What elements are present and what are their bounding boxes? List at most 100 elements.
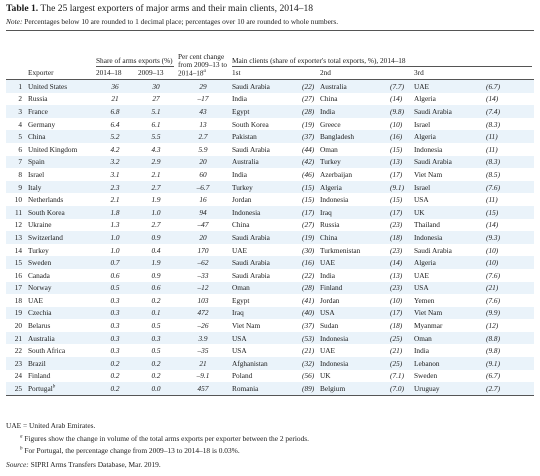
client2-name-cell-value: Turkey — [320, 157, 341, 167]
client2-name-cell-value: USA — [320, 308, 335, 318]
client3-name-cell: Saudi Arabia — [412, 105, 484, 118]
share-2009-cell: 0.3 — [136, 331, 176, 345]
share-2009-cell: 0.0 — [136, 382, 176, 396]
rank-cell: 7 — [6, 155, 26, 169]
table-row: 10 Netherlands 2.1 1.9 16 Jordan (15) Indonesia… — [6, 193, 534, 206]
client3-name-cell-value: Indonesia — [414, 144, 443, 154]
client2-share-cell: (7.7) — [388, 79, 412, 93]
client3-name-cell: Saudi Arabia — [412, 244, 484, 257]
share-2014-cell: 0.3 — [94, 306, 136, 320]
change-cell: 170 — [176, 244, 230, 257]
client1-name-cell-value: Saudi Arabia — [232, 81, 270, 91]
rank-cell: 3 — [6, 105, 26, 118]
share-2014-cell: 0.7 — [94, 256, 136, 269]
client1-name-cell-value: India — [232, 94, 247, 104]
share-2009-header: 2009–13 — [138, 67, 164, 77]
client2-share-cell: (9.8) — [388, 105, 412, 118]
client1-name-cell: Romania — [230, 382, 300, 396]
exporter-name-cell: Canada — [26, 269, 94, 282]
client1-share-cell: (22) — [300, 79, 318, 93]
rank-cell: 20 — [6, 319, 26, 332]
change-cell-value: –9.1 — [196, 371, 210, 381]
client1-share-cell: (37) — [300, 130, 318, 143]
client3-share-cell: (9.8) — [486, 346, 500, 356]
share-2014-cell-value: 2.3 — [110, 182, 120, 192]
exporter-name-cell: South Africa — [26, 344, 94, 357]
change-cell: 21 — [176, 357, 230, 370]
client2-share-cell-value: 9.1 — [392, 182, 402, 192]
client3-name-cell: Thailand — [412, 219, 484, 232]
share-2009-cell: 0.1 — [136, 306, 176, 320]
change-cell-value: 21 — [199, 358, 207, 368]
share-2014-cell: 0.2 — [94, 370, 136, 383]
change-cell: –6.7 — [176, 180, 230, 194]
client3-share-cell: (8.3) — [486, 119, 500, 129]
client1-share-cell-value: 28 — [304, 106, 312, 116]
client1-name-cell: Saudi Arabia — [230, 256, 300, 269]
client1-name-cell: Afghanistan — [230, 357, 300, 370]
client1-share-cell-value: 27 — [304, 220, 312, 230]
client3-share-cell-value: 15 — [488, 207, 496, 217]
header-row-bottom: Exporter 2014–18 2009–13 1st 2nd 3rd — [6, 67, 534, 80]
client3-name-cell: Israel — [412, 118, 484, 131]
change-cell-value: 60 — [199, 169, 207, 179]
client1-share-cell-value: 40 — [304, 308, 312, 318]
client3-name-cell-value: UK — [414, 207, 425, 217]
client1-share-cell-value: 42 — [304, 157, 312, 167]
exporter-name-cell-value: South Korea — [28, 207, 65, 217]
client2-share-cell: (15) — [390, 195, 403, 205]
share-2009-cell-value: 30 — [152, 81, 160, 91]
exporter-name-cell-value: Switzerland — [28, 232, 63, 242]
share-2014-cell-value: 6.8 — [110, 106, 120, 116]
change-cell: –47 — [176, 219, 230, 232]
rank-cell-value: 2 — [18, 94, 22, 104]
rank-cell-value: 25 — [14, 384, 22, 394]
client1-share-cell-value: 46 — [304, 169, 312, 179]
change-cell-value: 472 — [197, 308, 209, 318]
rank-cell: 23 — [6, 357, 26, 370]
client2-share-cell-value: 10 — [392, 295, 400, 305]
share-2014-cell-value: 2.1 — [110, 195, 120, 205]
client1-share-cell: (40) — [300, 306, 318, 320]
client2-share-cell: (23) — [390, 220, 403, 230]
table-row: 14 Turkey 1.0 0.4 170 UAE (30) Turkmenistan (23)… — [6, 244, 534, 257]
client2-name-cell-value: Indonesia — [320, 195, 349, 205]
client1-name-cell: Australia — [230, 155, 300, 169]
client1-name-cell-value: Oman — [232, 283, 250, 293]
table-row: 15 Sweden 0.7 1.9 –62 Saudi Arabia (16) UAE (14)… — [6, 256, 534, 269]
change-cell-value: 2.7 — [198, 132, 208, 142]
change-header-text: Per cent change from 2009–13 to 2014–18 — [178, 51, 228, 77]
table-row: 8 Israel 3.1 2.1 60 India (46) Azerbaijan (17) Vi… — [6, 168, 534, 181]
client3-name-cell: USA — [412, 281, 484, 295]
share-2014-cell-value: 0.3 — [110, 295, 120, 305]
client3-name-cell-value: Myanmar — [414, 321, 443, 331]
client1-share-cell-value: 41 — [304, 295, 312, 305]
client3-share-cell: (21) — [484, 281, 534, 295]
client3-share-cell: (10) — [484, 256, 534, 269]
client1-name-cell: Poland — [230, 370, 300, 383]
client2-share-cell: (25) — [388, 331, 412, 345]
client2-share-cell-value: 10 — [392, 119, 400, 129]
client1-share-cell-value: 53 — [304, 333, 312, 343]
table-row: 12 Ukraine 1.3 2.7 –47 China (27) Russia (23) Tha… — [6, 219, 534, 232]
share-2014-cell: 4.2 — [94, 143, 136, 156]
client2-name-cell: Jordan — [318, 294, 388, 307]
first-client-header: 1st — [232, 67, 241, 77]
client2-share-cell-value: 23 — [392, 220, 400, 230]
client3-share-cell-value: 11 — [488, 195, 496, 205]
client2-share-cell-value: 7.1 — [392, 371, 402, 381]
change-cell-value: –47 — [197, 220, 209, 230]
client2-name-cell: Algeria — [318, 180, 388, 194]
rank-cell-value: 16 — [14, 270, 22, 280]
rank-cell: 13 — [6, 231, 26, 244]
exporter-name-cell: United Kingdom — [26, 143, 94, 156]
table-row: 22 South Africa 0.3 0.5 –35 USA (21) UAE (21) Ind… — [6, 344, 534, 357]
table-label: Table 1. — [6, 3, 39, 14]
client3-name-cell: Indonesia — [412, 143, 484, 156]
client3-share-cell-value: 10 — [488, 245, 496, 255]
client2-name-cell-value: Jordan — [320, 295, 340, 305]
client1-share-cell: (17) — [300, 205, 318, 219]
table-row: 21 Australia 0.3 0.3 3.9 USA (53) Indonesia (25)… — [6, 331, 534, 345]
client2-share-cell-value: 7.0 — [392, 384, 402, 394]
share-2014-cell: 0.3 — [94, 294, 136, 307]
